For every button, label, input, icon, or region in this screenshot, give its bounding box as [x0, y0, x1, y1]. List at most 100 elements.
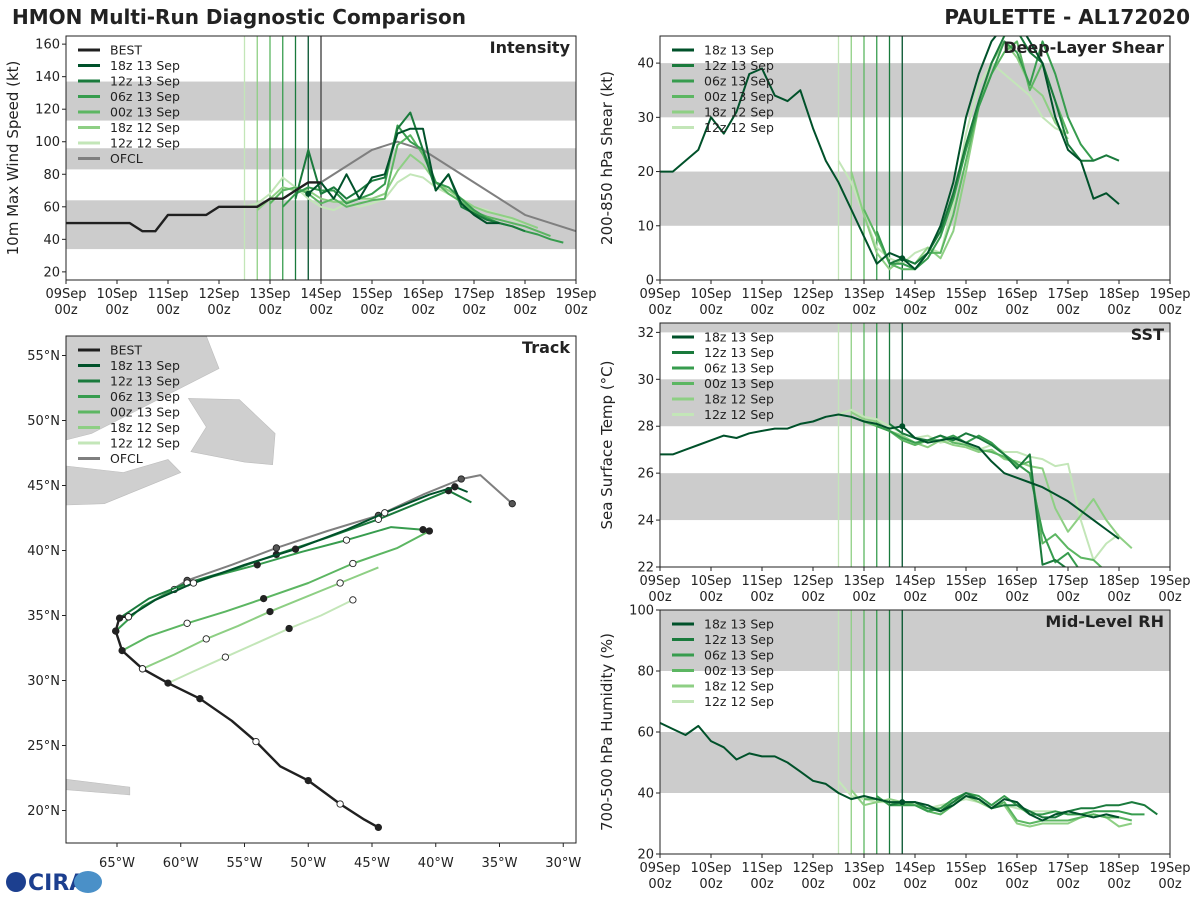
- intensity-legend-label: 12z 13 Sep: [110, 74, 180, 89]
- sst-xtick-day: 14Sep: [894, 574, 935, 589]
- sst-xtick-hour: 00z: [1158, 590, 1182, 605]
- shear-marker: [899, 255, 906, 262]
- shear-xtick-day: 12Sep: [792, 287, 833, 302]
- shear-xtick-day: 19Sep: [1149, 287, 1190, 302]
- sst-xtick-day: 09Sep: [639, 574, 680, 589]
- rh-xtick-day: 15Sep: [945, 861, 986, 876]
- intensity-series-line: [307, 127, 500, 225]
- track-series-line: [127, 485, 468, 618]
- sst-band: [660, 473, 1170, 521]
- sst-xtick-day: 12Sep: [792, 574, 833, 589]
- shear-series-line: [660, 36, 1120, 271]
- track-series-line: [142, 566, 379, 670]
- sst-xtick-hour: 00z: [903, 590, 927, 605]
- track-ytick-label: 45°N: [27, 479, 60, 494]
- sst-xtick-hour: 00z: [648, 590, 672, 605]
- track-ytick-label: 35°N: [27, 609, 60, 624]
- track-landmass: [66, 459, 182, 506]
- intensity-ytick-label: 80: [43, 168, 60, 183]
- cira-logo-cloud-icon: [74, 871, 102, 893]
- sst-series-line: [850, 411, 1133, 549]
- rh-band: [660, 610, 1170, 671]
- intensity-xtick-hour: 00z: [411, 303, 435, 318]
- sst-panel: 22242628303209Sep00z10Sep00z11Sep00z12Se…: [598, 322, 1191, 605]
- rh-legend-label: 06z 13 Sep: [704, 648, 774, 663]
- track-xtick-label: 55°W: [227, 856, 263, 871]
- intensity-ytick-label: 160: [35, 38, 60, 53]
- rh-xtick-hour: 00z: [1005, 877, 1029, 892]
- track-position-marker: [451, 483, 459, 491]
- rh-xtick-hour: 00z: [750, 877, 774, 892]
- sst-ytick-label: 30: [637, 373, 654, 388]
- track-legend-label: 12z 12 Sep: [110, 436, 180, 451]
- rh-xtick-day: 11Sep: [741, 861, 782, 876]
- sst-xtick-day: 13Sep: [843, 574, 884, 589]
- rh-xtick-hour: 00z: [852, 877, 876, 892]
- track-position-marker: [419, 526, 427, 534]
- sst-series-line: [863, 420, 1103, 567]
- rh-xtick-hour: 00z: [1158, 877, 1182, 892]
- rh-xtick-day: 17Sep: [1047, 861, 1088, 876]
- track-position-marker: [124, 613, 133, 621]
- storm-title: PAULETTE - AL172020: [944, 5, 1190, 29]
- sst-xtick-day: 10Sep: [690, 574, 731, 589]
- intensity-ytick-label: 120: [35, 103, 60, 118]
- shear-ytick-label: 10: [637, 219, 654, 234]
- shear-xtick-day: 11Sep: [741, 287, 782, 302]
- track-series-line: [115, 526, 424, 632]
- intensity-xtick-hour: 00z: [156, 303, 180, 318]
- track-position-marker: [272, 544, 281, 552]
- shear-xtick-hour: 00z: [1056, 303, 1080, 318]
- rh-xtick-day: 10Sep: [690, 861, 731, 876]
- shear-xtick-day: 14Sep: [894, 287, 935, 302]
- rh-y-axis-label: 700-500 hPa Humidity (%): [598, 633, 616, 831]
- intensity-xtick-hour: 00z: [462, 303, 486, 318]
- rh-panel-title: Mid-Level RH: [1045, 612, 1164, 631]
- intensity-legend-label: OFCL: [110, 151, 143, 166]
- rh-xtick-day: 16Sep: [996, 861, 1037, 876]
- shear-ytick-label: 20: [637, 165, 654, 180]
- rh-xtick-hour: 00z: [699, 877, 723, 892]
- intensity-xtick-hour: 00z: [309, 303, 333, 318]
- track-xtick-label: 30°W: [545, 856, 581, 871]
- shear-legend-label: 00z 13 Sep: [704, 89, 774, 104]
- rh-xtick-day: 19Sep: [1149, 861, 1190, 876]
- rh-ytick-label: 60: [637, 726, 654, 741]
- shear-ytick-label: 40: [637, 57, 654, 72]
- sst-ytick-label: 32: [637, 326, 654, 341]
- track-legend-label: 12z 13 Sep: [110, 374, 180, 389]
- sst-marker: [899, 423, 906, 430]
- intensity-series-line: [308, 140, 576, 233]
- track-legend-label: OFCL: [110, 451, 143, 466]
- shear-xtick-hour: 00z: [954, 303, 978, 318]
- track-position-marker: [196, 695, 204, 703]
- sst-band: [660, 379, 1170, 427]
- intensity-xtick-day: 10Sep: [96, 287, 137, 302]
- intensity-xtick-day: 15Sep: [351, 287, 392, 302]
- shear-xtick-day: 09Sep: [639, 287, 680, 302]
- track-ytick-label: 30°N: [27, 674, 60, 689]
- sst-ytick-label: 22: [637, 561, 654, 576]
- intensity-plot-area: [66, 36, 576, 280]
- intensity-xtick-day: 11Sep: [147, 287, 188, 302]
- sst-ytick-label: 24: [637, 514, 654, 529]
- shear-xtick-hour: 00z: [1158, 303, 1182, 318]
- intensity-legend-label: 18z 13 Sep: [110, 58, 180, 73]
- intensity-xtick-day: 12Sep: [198, 287, 239, 302]
- sst-series-line: [876, 425, 1079, 567]
- track-xtick-label: 65°W: [99, 856, 135, 871]
- track-panel: 20°N 25°N 30°N 35°N 40°N 45°N 50°N 55°N 65°W 60°W…: [27, 335, 581, 871]
- track-position-marker: [112, 627, 120, 635]
- sst-xtick-day: 15Sep: [945, 574, 986, 589]
- sst-y-axis-label: Sea Surface Temp (°C): [598, 360, 616, 529]
- track-frame: [65, 335, 577, 844]
- rh-xtick-day: 12Sep: [792, 861, 833, 876]
- intensity-xtick-hour: 00z: [360, 303, 384, 318]
- rh-legend-label: 18z 13 Sep: [704, 617, 774, 632]
- sst-band: [660, 323, 1170, 333]
- track-position-marker: [291, 545, 300, 553]
- track-landmass: [66, 336, 220, 441]
- shear-xtick-day: 17Sep: [1047, 287, 1088, 302]
- intensity-legend-label: 06z 13 Sep: [110, 89, 180, 104]
- sst-legend-label: 18z 12 Sep: [704, 392, 774, 407]
